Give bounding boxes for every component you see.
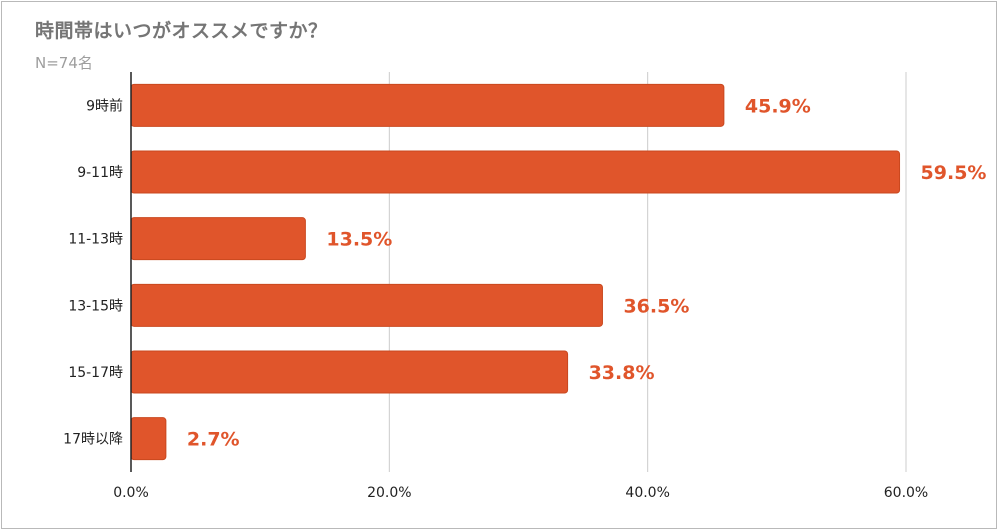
grid-lines [388, 72, 907, 472]
x-tick-label: 40.0% [625, 485, 669, 501]
x-tick-label: 20.0% [367, 485, 411, 501]
x-tick-label: 60.0% [884, 485, 928, 501]
category-label: 13-15時 [68, 298, 123, 314]
data-label: 13.5% [326, 229, 392, 251]
labels: 0.0% 20.0% 40.0% 60.0% 9時前 45.9% 9-11時 59.5% 11-… [63, 95, 986, 501]
data-label: 2.7% [187, 429, 240, 451]
data-label: 33.8% [589, 362, 655, 384]
chart-title: 時間帯はいつがオススメですか？ [35, 20, 328, 42]
category-label: 9時前 [86, 97, 123, 114]
category-label: 11-13時 [68, 232, 123, 248]
x-tick-label: 0.0% [113, 485, 149, 501]
bars [130, 83, 901, 461]
bar [130, 83, 725, 127]
category-label: 15-17時 [68, 365, 123, 381]
category-label: 17時以降 [63, 432, 123, 448]
chart-subtitle: N=74名 [35, 54, 93, 72]
bar [130, 417, 167, 461]
bar [130, 350, 569, 394]
bar [130, 283, 603, 327]
data-label: 59.5% [921, 162, 987, 184]
category-label: 9-11時 [77, 165, 123, 181]
data-label: 45.9% [745, 95, 811, 117]
bar [130, 150, 901, 194]
data-label: 36.5% [623, 295, 689, 317]
bar [130, 217, 306, 261]
